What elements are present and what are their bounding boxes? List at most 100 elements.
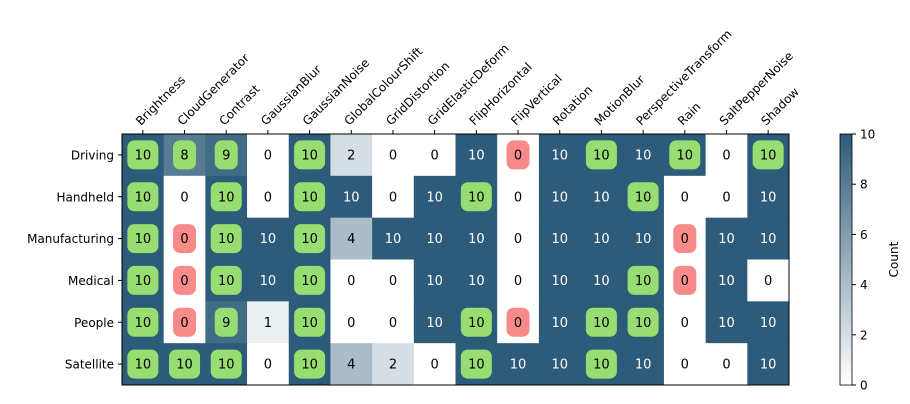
column-label: Rain <box>675 100 704 129</box>
cell-value-label: 9 <box>222 316 230 331</box>
cell-value-label: 10 <box>218 274 235 289</box>
highlight-badge-green <box>294 349 326 379</box>
cell-value-label: 10 <box>593 316 610 331</box>
cell-value-label: 10 <box>718 316 735 331</box>
cell-value-label: 10 <box>218 190 235 205</box>
heatmap-cell <box>705 175 748 219</box>
cell-value-label: 10 <box>468 190 485 205</box>
heatmap-cell <box>330 259 373 302</box>
colorbar-label: Count <box>887 241 901 277</box>
highlight-badge-green <box>127 349 159 379</box>
highlight-badge-green <box>127 265 159 295</box>
heatmap-cell <box>663 343 707 386</box>
cell-value-label: 0 <box>347 316 355 331</box>
highlight-badge-red <box>506 307 530 337</box>
cell-value-label: 0 <box>681 190 689 205</box>
cell-value-label: 10 <box>551 190 568 205</box>
cell-value-label: 10 <box>218 232 235 247</box>
row-label: Manufacturing <box>27 232 114 246</box>
cell-value-label: 1 <box>264 316 272 331</box>
column-label: Shadow <box>758 85 802 129</box>
cell-value-label: 10 <box>593 190 610 205</box>
heatmap-cell <box>622 343 665 386</box>
cell-value-label: 0 <box>180 274 188 289</box>
cell-value-label: 10 <box>135 190 152 205</box>
heatmap-cell <box>372 301 415 344</box>
column-label: GlobalColourShift <box>342 44 426 128</box>
heatmap-cell <box>247 175 290 219</box>
highlight-badge-green <box>127 307 159 337</box>
highlight-badge-green <box>585 307 617 337</box>
cell-value-label: 10 <box>426 274 443 289</box>
column-label: SaltPepperNoise <box>717 49 796 128</box>
heatmap-cell <box>372 175 415 219</box>
cell-value-label: 0 <box>681 232 689 247</box>
cell-value-label: 0 <box>722 358 730 373</box>
heatmap-cell <box>538 343 582 386</box>
heatmap-cell <box>455 259 498 302</box>
heatmap-cell <box>580 217 623 260</box>
cell-value-label: 0 <box>264 148 272 163</box>
heatmap-cell <box>372 217 415 260</box>
heatmap-cell <box>622 217 665 260</box>
cell-value-label: 10 <box>301 316 318 331</box>
cell-value-label: 10 <box>760 232 777 247</box>
heatmap-cell <box>663 175 707 219</box>
cell-value-label: 10 <box>135 316 152 331</box>
cell-value-label: 0 <box>514 148 522 163</box>
heatmap-cell <box>497 343 540 386</box>
heatmap-cell <box>580 175 623 219</box>
cell-value-label: 10 <box>135 232 152 247</box>
heatmap-cell <box>538 217 582 260</box>
cell-value-label: 8 <box>180 148 188 163</box>
heatmap-cell <box>622 134 665 177</box>
cell-value-label: 10 <box>468 358 485 373</box>
highlight-badge-green <box>460 349 492 379</box>
heatmap-cell <box>747 343 790 386</box>
heatmap-cell <box>413 259 456 302</box>
cell-value-label: 0 <box>264 190 272 205</box>
heatmap-cell <box>413 301 456 344</box>
heatmap-cell <box>413 343 456 386</box>
heatmap-cell <box>163 175 206 219</box>
highlight-badge-green <box>627 265 659 295</box>
cell-value-label: 10 <box>635 274 652 289</box>
cell-value-label: 10 <box>760 316 777 331</box>
colorbar-tick-label: 2 <box>860 328 868 342</box>
cell-value-label: 10 <box>468 316 485 331</box>
row-label: Medical <box>68 274 114 288</box>
row-label: Handheld <box>56 190 114 204</box>
cell-value-label: 10 <box>593 274 610 289</box>
heatmap-cell <box>747 175 790 219</box>
cell-value-label: 10 <box>760 190 777 205</box>
cell-value-label: 10 <box>718 232 735 247</box>
highlight-badge-green <box>460 307 492 337</box>
cell-value-label: 10 <box>301 274 318 289</box>
heatmap-cell <box>538 301 582 344</box>
heatmap-cell <box>247 301 290 344</box>
highlight-badge-green <box>294 140 326 170</box>
cell-value-label: 10 <box>468 148 485 163</box>
cell-value-label: 10 <box>635 190 652 205</box>
cell-value-label: 10 <box>426 316 443 331</box>
heatmap-cell <box>330 301 373 344</box>
heatmap-cell <box>330 134 373 177</box>
highlight-badge-green <box>210 265 242 295</box>
heatmap-cell <box>747 301 790 344</box>
cell-value-label: 10 <box>718 274 735 289</box>
highlight-badge-green <box>294 182 326 212</box>
cell-value-label: 10 <box>551 316 568 331</box>
colorbar-tick-label: 4 <box>860 278 868 292</box>
row-label: Driving <box>71 148 114 162</box>
plot-frame <box>121 133 790 386</box>
cell-value-label: 0 <box>180 232 188 247</box>
cell-value-label: 0 <box>431 148 439 163</box>
cell-value-label: 0 <box>514 274 522 289</box>
cell-value-label: 10 <box>426 190 443 205</box>
heatmap-cell <box>413 217 456 260</box>
cell-value-label: 4 <box>347 232 355 247</box>
cell-value-label: 10 <box>635 148 652 163</box>
heatmap-cell <box>330 175 373 219</box>
heatmap-cell <box>247 217 290 260</box>
heatmap-cell <box>705 301 748 344</box>
